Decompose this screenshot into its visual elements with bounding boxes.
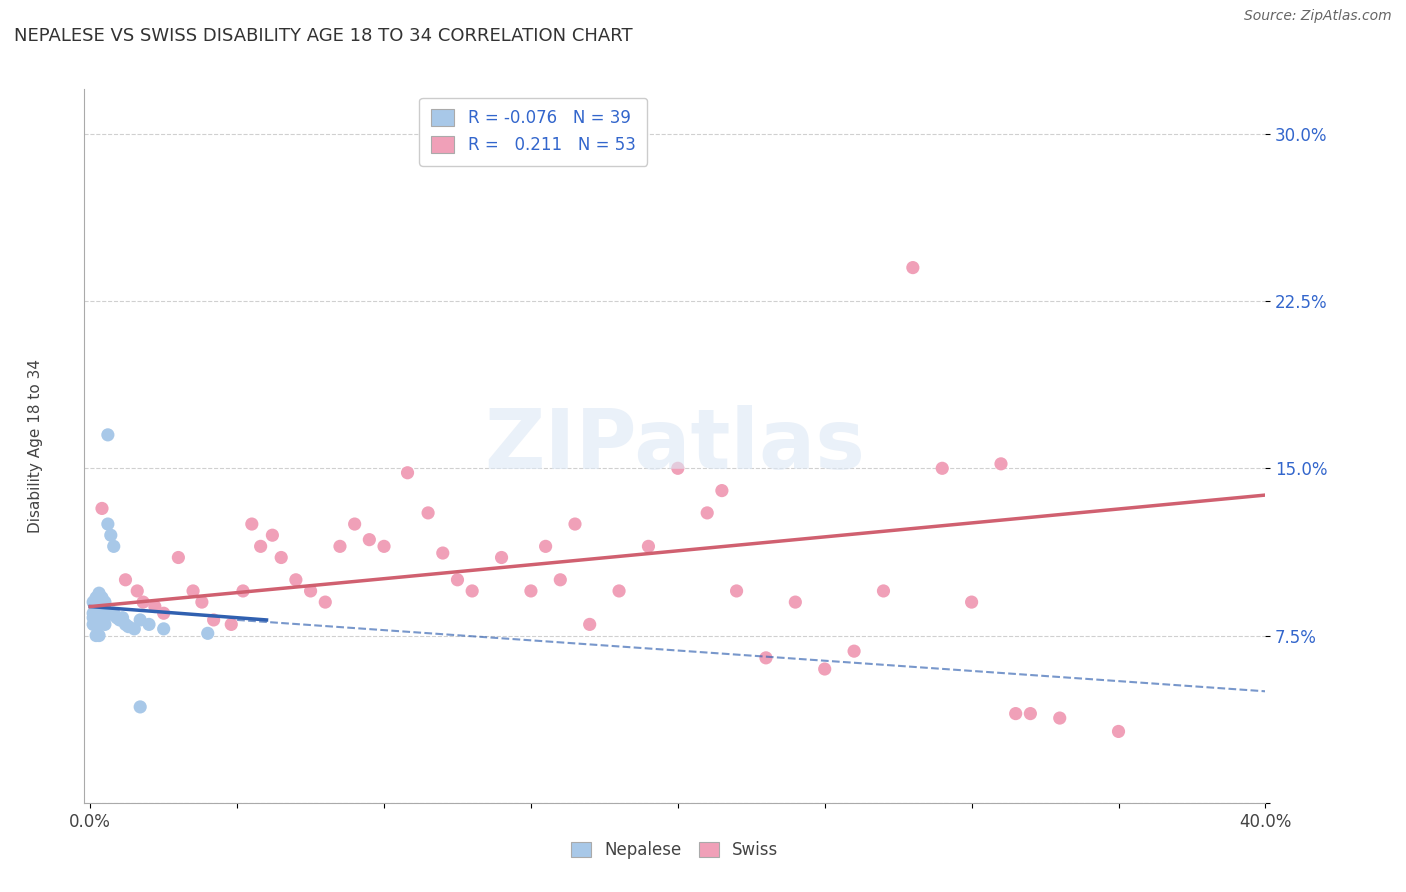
Point [94, 610, 117, 624]
Point [931, 461, 953, 475]
Point [491, 550, 513, 565]
Point [103, 607, 125, 621]
Point [637, 539, 659, 553]
Point [666, 461, 689, 475]
Point [520, 583, 543, 598]
Point [202, 613, 225, 627]
Point [97, 427, 120, 442]
Point [94, 617, 117, 632]
Point [181, 583, 204, 598]
Point [1049, 711, 1071, 725]
Point [87, 602, 110, 616]
Point [87, 613, 110, 627]
Point [87, 617, 110, 632]
Point [299, 583, 322, 598]
Point [94, 595, 117, 609]
Point [785, 595, 807, 609]
Point [82, 595, 104, 609]
Point [284, 573, 307, 587]
Point [87, 628, 110, 642]
Point [314, 595, 336, 609]
Point [1108, 724, 1130, 739]
Point [82, 610, 104, 624]
Point [219, 617, 242, 632]
Point [725, 583, 748, 598]
Point [117, 619, 139, 633]
Point [197, 626, 219, 640]
Point [396, 466, 419, 480]
Point [696, 506, 718, 520]
Point [84, 591, 107, 605]
Point [607, 583, 630, 598]
Point [129, 613, 152, 627]
Point [91, 599, 114, 614]
Point [84, 628, 107, 642]
Point [91, 591, 114, 605]
Point [842, 644, 865, 658]
Point [91, 501, 114, 516]
Point [359, 533, 381, 547]
Point [97, 517, 120, 532]
Point [82, 617, 104, 632]
Point [114, 617, 136, 632]
Text: Source: ZipAtlas.com: Source: ZipAtlas.com [1244, 9, 1392, 23]
Point [578, 617, 600, 632]
Point [564, 517, 586, 532]
Point [167, 550, 190, 565]
Point [84, 599, 107, 614]
Point [114, 573, 136, 587]
Point [152, 622, 174, 636]
Point [111, 610, 134, 624]
Point [105, 610, 128, 624]
Point [127, 583, 149, 598]
Point [84, 610, 107, 624]
Point [84, 617, 107, 632]
Point [1004, 706, 1026, 721]
Point [240, 517, 263, 532]
Point [960, 595, 983, 609]
Point [100, 528, 122, 542]
Point [191, 595, 214, 609]
Point [432, 546, 454, 560]
Point [990, 457, 1012, 471]
Point [138, 617, 160, 632]
Point [710, 483, 733, 498]
Point [132, 595, 155, 609]
Point [152, 607, 174, 621]
Point [82, 607, 104, 621]
Point [249, 539, 271, 553]
Text: ZIPatlas: ZIPatlas [485, 406, 865, 486]
Point [87, 586, 110, 600]
Point [534, 539, 557, 553]
Point [446, 573, 468, 587]
Point [262, 528, 284, 542]
Point [143, 599, 166, 614]
Point [872, 583, 894, 598]
Point [814, 662, 837, 676]
Point [103, 539, 125, 553]
Point [461, 583, 484, 598]
Point [124, 622, 146, 636]
Point [550, 573, 572, 587]
Point [373, 539, 395, 553]
Point [87, 607, 110, 621]
Point [270, 550, 292, 565]
Legend: Nepalese, Swiss: Nepalese, Swiss [565, 835, 785, 866]
Point [755, 651, 778, 665]
Point [87, 595, 110, 609]
Text: NEPALESE VS SWISS DISABILITY AGE 18 TO 34 CORRELATION CHART: NEPALESE VS SWISS DISABILITY AGE 18 TO 3… [14, 27, 633, 45]
Text: Disability Age 18 to 34: Disability Age 18 to 34 [28, 359, 42, 533]
Point [232, 583, 254, 598]
Point [108, 613, 131, 627]
Point [129, 699, 152, 714]
Point [343, 517, 366, 532]
Point [94, 602, 117, 616]
Point [416, 506, 439, 520]
Point [901, 260, 924, 275]
Point [91, 610, 114, 624]
Point [1019, 706, 1042, 721]
Point [329, 539, 352, 553]
